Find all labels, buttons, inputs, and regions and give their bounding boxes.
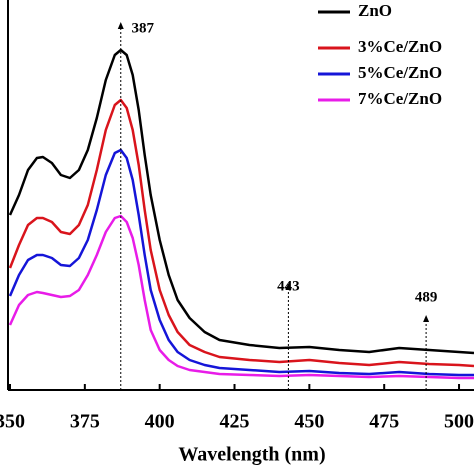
x-tick-label: 425 xyxy=(220,411,250,433)
annotation-arrow xyxy=(285,283,292,290)
legend-label: 7%Ce/ZnO xyxy=(358,89,442,108)
x-tick-label: 400 xyxy=(145,411,175,433)
x-tick-label: 450 xyxy=(294,411,324,433)
legend-label: 3%Ce/ZnO xyxy=(358,37,442,56)
legend-label: ZnO xyxy=(358,1,392,20)
x-tick-label: 500 xyxy=(444,411,474,433)
annotation-label: 489 xyxy=(415,289,438,305)
annotation-label: 387 xyxy=(132,20,155,36)
x-tick-label: 350 xyxy=(0,411,25,433)
line-series xyxy=(8,98,474,368)
x-tick-label: 475 xyxy=(369,411,399,433)
line-series xyxy=(8,148,474,377)
line-series xyxy=(8,48,474,355)
annotation-arrow xyxy=(423,315,430,322)
legend-label: 5%Ce/ZnO xyxy=(358,63,442,82)
x-axis-label: Wavelength (nm) xyxy=(178,444,325,466)
x-tick-label: 375 xyxy=(70,411,100,433)
line-series xyxy=(8,214,474,380)
annotation-arrow xyxy=(117,22,124,29)
annotation-label: 443 xyxy=(277,278,300,294)
